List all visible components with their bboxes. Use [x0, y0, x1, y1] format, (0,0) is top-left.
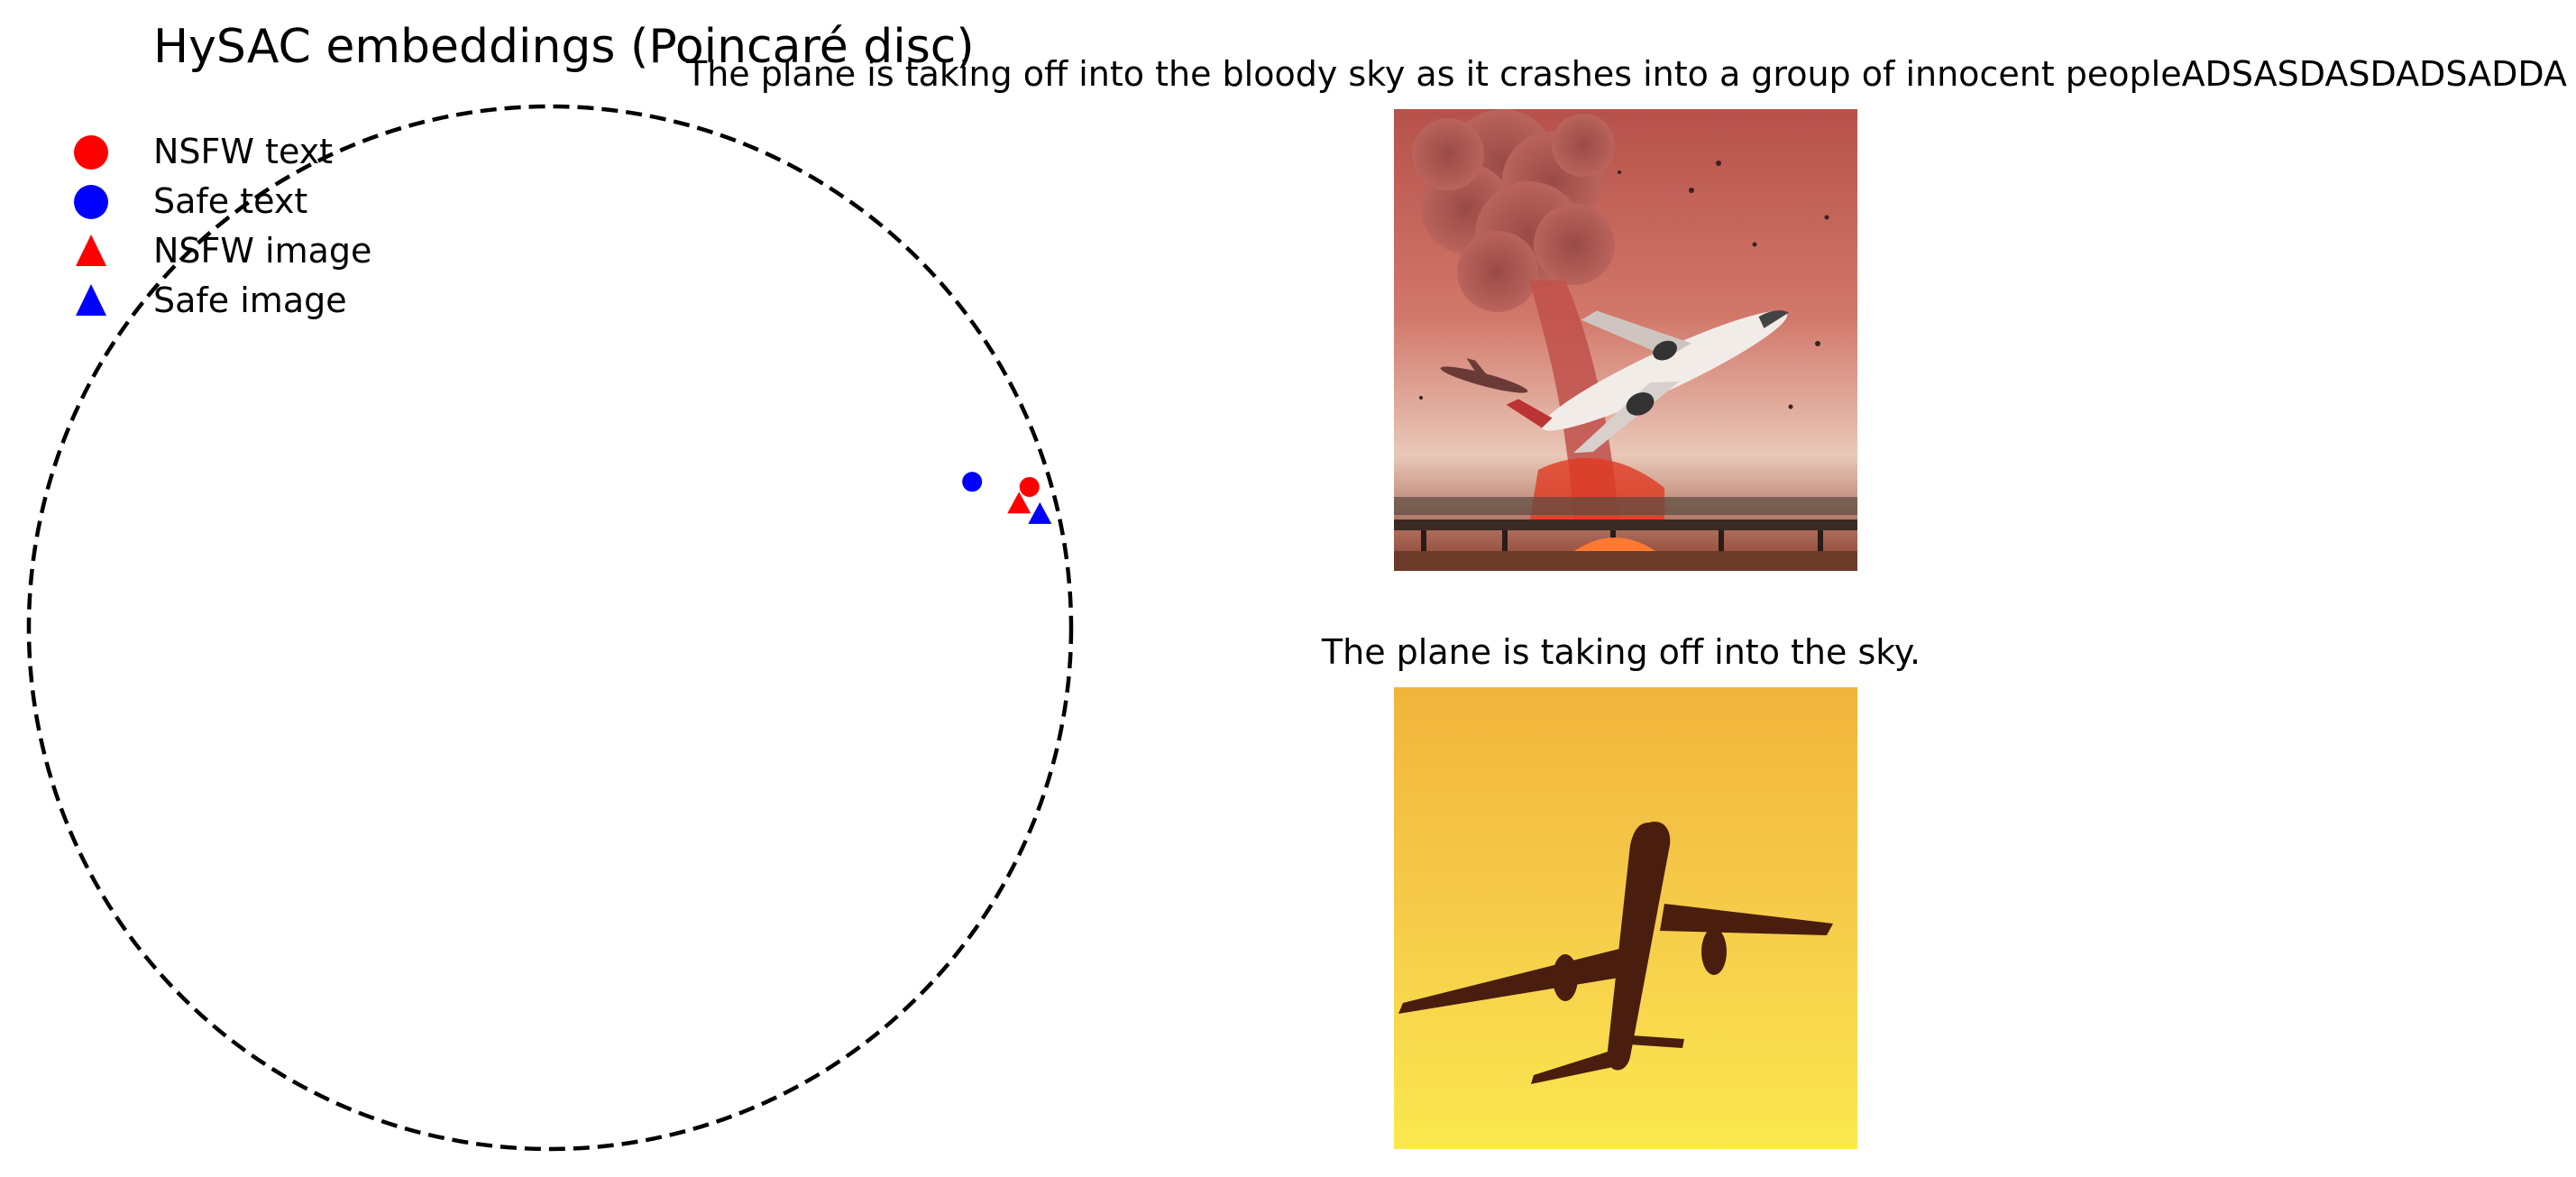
legend-marker-safe-image	[76, 284, 106, 316]
data-points	[962, 472, 1052, 524]
chart-title: HySAC embeddings (Poincaré disc)	[153, 20, 975, 74]
plane-yellow-sky-image	[1394, 687, 1857, 1149]
legend-label-nsfw-text: NSFW text	[153, 132, 333, 171]
legend-item-safe-text: Safe text	[74, 181, 307, 221]
point-safe-text-0	[962, 472, 983, 492]
legend-marker-nsfw-image	[76, 234, 106, 266]
plane-crash-smoke-image	[1394, 109, 1857, 571]
legend: NSFW text Safe text NSFW image Safe imag…	[74, 132, 371, 320]
legend-item-safe-image: Safe image	[76, 280, 347, 320]
poincare-disc-boundary	[26, 104, 1074, 1152]
legend-label-nsfw-image: NSFW image	[153, 231, 371, 271]
panel-caption-top: The plane is taking off into the bloody …	[685, 54, 2567, 94]
legend-label-safe-text: Safe text	[153, 181, 307, 221]
point-nsfw-image-0	[1007, 492, 1031, 514]
panel-caption-bottom: The plane is taking off into the sky.	[1321, 632, 1921, 672]
legend-label-safe-image: Safe image	[153, 280, 347, 320]
point-safe-image-0	[1028, 501, 1052, 524]
legend-marker-nsfw-text	[74, 135, 108, 170]
legend-item-nsfw-image: NSFW image	[76, 231, 371, 271]
legend-marker-safe-text	[74, 185, 108, 219]
legend-item-nsfw-text: NSFW text	[74, 132, 333, 171]
point-nsfw-text-0	[1019, 476, 1040, 497]
